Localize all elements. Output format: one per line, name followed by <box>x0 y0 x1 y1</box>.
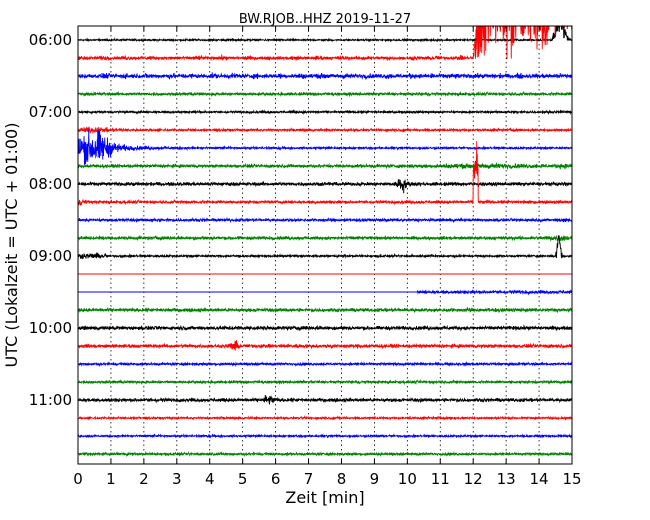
trace-line <box>77 129 573 165</box>
trace-line <box>77 324 573 332</box>
trace-line <box>77 216 573 224</box>
trace-line <box>77 72 573 80</box>
trace-line <box>77 415 573 421</box>
y-axis: 06:00 07:00 08:00 09:00 10:00 11:00 <box>29 31 572 409</box>
y-tick-label: 09:00 <box>29 247 72 265</box>
x-tick-label: 1 <box>106 470 116 488</box>
y-tick-label: 06:00 <box>29 31 72 49</box>
trace-line <box>77 395 573 405</box>
x-tick-label: 6 <box>271 470 281 488</box>
x-tick-label: 9 <box>370 470 380 488</box>
x-tick-label: 5 <box>238 470 248 488</box>
trace-line <box>77 235 573 260</box>
trace-line <box>77 340 573 351</box>
y-tick-label: 11:00 <box>29 391 72 409</box>
trace-line <box>77 25 573 43</box>
chart-title: BW.RJOB..HHZ 2019-11-27 <box>239 12 411 27</box>
x-tick-label: 14 <box>530 470 549 488</box>
trace-line <box>77 433 573 439</box>
y-tick-label: 08:00 <box>29 175 72 193</box>
trace-line <box>77 360 573 368</box>
x-axis-label: Zeit [min] <box>285 488 364 507</box>
trace-line <box>77 234 573 242</box>
trace-line <box>78 289 573 296</box>
x-tick-label: 11 <box>431 470 450 488</box>
trace-line <box>77 162 573 171</box>
x-tick-label: 7 <box>304 470 314 488</box>
y-axis-label: UTC (Lokalzeit = UTC + 01:00) <box>2 123 21 368</box>
trace-line <box>77 178 573 194</box>
x-tick-label: 13 <box>497 470 516 488</box>
x-tick-label: 4 <box>205 470 215 488</box>
x-tick-label: 3 <box>172 470 182 488</box>
trace-line <box>77 90 573 98</box>
x-tick-label: 8 <box>337 470 347 488</box>
y-tick-label: 07:00 <box>29 103 72 121</box>
y-tick-label: 10:00 <box>29 319 72 337</box>
x-tick-label: 15 <box>562 470 581 488</box>
trace-group <box>77 25 573 458</box>
trace-line <box>77 450 573 458</box>
grid-lines <box>110 26 540 464</box>
x-tick-label: 12 <box>464 470 483 488</box>
x-axis: 0 1 2 3 4 5 6 7 8 9 10 11 12 13 14 15 <box>73 26 582 488</box>
x-tick-label: 0 <box>73 470 83 488</box>
trace-line <box>77 109 573 115</box>
x-tick-label: 2 <box>139 470 149 488</box>
plot-frame <box>77 25 573 465</box>
trace-line <box>77 141 573 206</box>
x-tick-label: 10 <box>398 470 417 488</box>
trace-line <box>77 378 573 386</box>
trace-line <box>77 126 573 135</box>
trace-line <box>77 306 573 314</box>
